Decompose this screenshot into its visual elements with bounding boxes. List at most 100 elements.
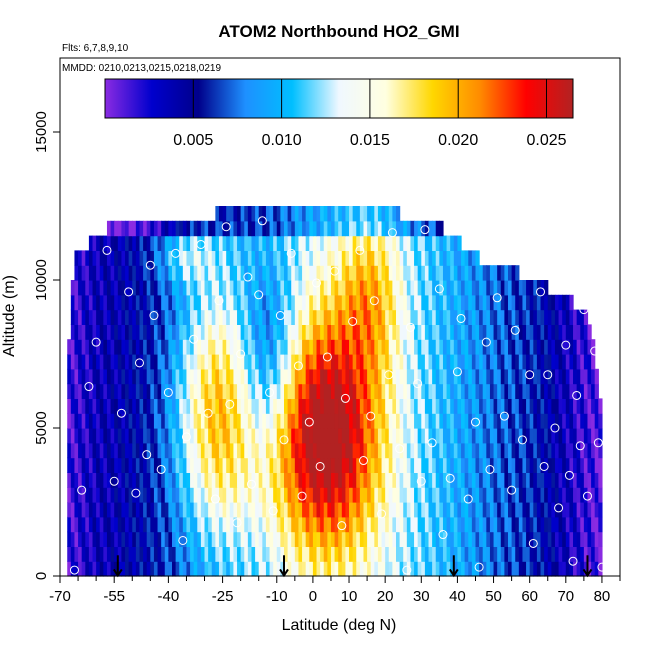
heatmap-cell <box>175 235 180 251</box>
heatmap-cell <box>153 502 159 518</box>
heatmap-cell <box>533 442 538 459</box>
heatmap-cell <box>522 383 527 399</box>
heatmap-cell <box>565 324 571 340</box>
heatmap-cell <box>359 235 365 251</box>
heatmap-cell <box>287 294 292 311</box>
heatmap-cell <box>352 339 357 355</box>
heatmap-cell <box>265 561 271 577</box>
heatmap-cell <box>515 472 520 488</box>
heatmap-cell <box>504 339 509 355</box>
heatmap-cell <box>396 354 401 370</box>
heatmap-cell <box>446 265 451 281</box>
heatmap-cell <box>135 413 141 429</box>
heatmap-cell <box>522 339 527 355</box>
heatmap-cell <box>356 546 361 562</box>
heatmap-cell <box>172 368 177 385</box>
heatmap-cell <box>186 502 191 518</box>
heatmap-cell <box>381 413 386 429</box>
heatmap-cell <box>562 339 567 355</box>
heatmap-cell <box>569 354 574 370</box>
heatmap-cell <box>341 472 347 488</box>
colorbar-tick-label: 0.020 <box>438 132 478 149</box>
heatmap-cell <box>117 265 123 281</box>
observation-point <box>236 349 246 359</box>
heatmap-cell <box>399 398 404 414</box>
heatmap-cell <box>554 546 560 562</box>
heatmap-cell <box>569 398 574 414</box>
heatmap-cell <box>421 487 426 503</box>
heatmap-cell <box>208 428 213 444</box>
heatmap-cell <box>92 457 97 473</box>
heatmap-cell <box>153 265 159 281</box>
heatmap-cell <box>587 457 592 473</box>
heatmap-cell <box>218 250 224 266</box>
heatmap-cell <box>435 294 440 311</box>
heatmap-cell <box>117 502 123 518</box>
heatmap-cell <box>172 383 177 399</box>
heatmap-cell <box>511 428 516 444</box>
heatmap-cell <box>439 502 444 518</box>
heatmap-cell <box>453 294 459 311</box>
heatmap-cell <box>367 354 372 370</box>
heatmap-cell <box>121 235 126 251</box>
heatmap-cell <box>157 561 162 577</box>
heatmap-cell <box>298 354 303 370</box>
heatmap-cell <box>96 324 101 340</box>
heatmap-cell <box>500 368 505 385</box>
observation-point <box>340 393 350 403</box>
heatmap-cell <box>175 383 180 399</box>
heatmap-cell <box>255 561 260 577</box>
heatmap-cell <box>554 516 560 533</box>
heatmap-cell <box>302 442 307 459</box>
heatmap-cell <box>226 546 231 562</box>
heatmap-cell <box>164 220 169 237</box>
heatmap-cell <box>515 383 520 399</box>
heatmap-cell <box>157 235 162 251</box>
heatmap-cell <box>356 442 361 459</box>
heatmap-cell <box>218 324 224 340</box>
heatmap-cell <box>312 220 318 237</box>
heatmap-cell <box>338 428 343 444</box>
heatmap-cell <box>273 383 278 399</box>
heatmap-cell <box>103 265 108 281</box>
heatmap-cell <box>580 516 585 533</box>
heatmap-cell <box>482 354 487 370</box>
heatmap-cell <box>417 502 422 518</box>
heatmap-cell <box>576 502 581 518</box>
heatmap-cell <box>598 457 603 473</box>
heatmap-cell <box>197 516 202 533</box>
heatmap-cell <box>515 324 520 340</box>
heatmap-cell <box>457 354 462 370</box>
heatmap-cell <box>172 280 177 296</box>
heatmap-cell <box>392 206 397 222</box>
heatmap-cell <box>78 250 83 266</box>
heatmap-cell <box>244 546 249 562</box>
heatmap-cell <box>547 546 552 562</box>
heatmap-cell <box>421 354 426 370</box>
heatmap-cell <box>475 546 480 562</box>
heatmap-cell <box>128 428 133 444</box>
heatmap-cell <box>587 502 592 518</box>
heatmap-cell <box>446 294 451 311</box>
heatmap-cell <box>316 561 321 577</box>
heatmap-cell <box>547 368 552 385</box>
heatmap-cell <box>417 354 422 370</box>
heatmap-cell <box>193 250 198 266</box>
heatmap-cell <box>298 516 303 533</box>
heatmap-cell <box>193 546 198 562</box>
heatmap-cell <box>341 428 347 444</box>
heatmap-cell <box>172 531 177 547</box>
heatmap-cell <box>255 487 260 503</box>
heatmap-cell <box>294 531 300 547</box>
heatmap-cell <box>356 220 361 237</box>
heatmap-cell <box>193 413 198 429</box>
heatmap-cell <box>403 546 408 562</box>
heatmap-cell <box>117 354 123 370</box>
heatmap-cell <box>204 265 209 281</box>
heatmap-cell <box>515 413 520 429</box>
heatmap-cell <box>421 531 426 547</box>
heatmap-cell <box>374 309 379 325</box>
x-tick-label: -25 <box>212 588 234 605</box>
heatmap-cell <box>262 383 267 399</box>
heatmap-cell <box>399 235 404 251</box>
